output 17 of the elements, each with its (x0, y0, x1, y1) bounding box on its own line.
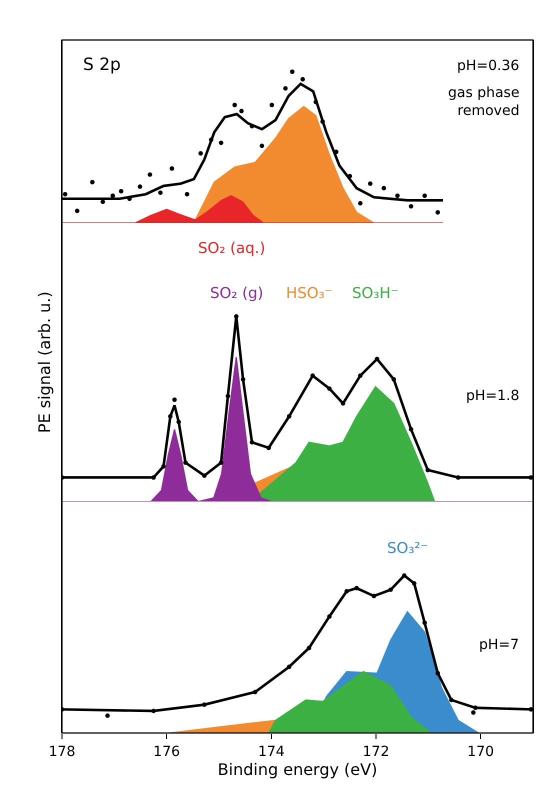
annotation: S 2p (83, 55, 121, 75)
x-tick-label: 174 (258, 744, 285, 760)
annotation: pH=7 (479, 637, 520, 653)
text: SO₂ (g) (210, 284, 264, 302)
text: HSO₃⁻ (286, 284, 333, 302)
text: SO₃H⁻ (352, 284, 399, 302)
text: SO₃²⁻ (387, 539, 428, 557)
annotation: pH=0.36 (457, 58, 520, 74)
x-tick-label: 176 (153, 744, 180, 760)
y-axis-title: PE signal (arb. u.) (34, 291, 54, 434)
x-tick-label: 170 (467, 744, 494, 760)
x-axis-title: Binding energy (eV) (218, 760, 378, 779)
x-tick-label: 178 (48, 744, 76, 760)
series-label: SO₂ (aq.) (198, 239, 266, 257)
annotation: gas phase removed (448, 85, 520, 120)
x-tick-label: 172 (362, 744, 390, 760)
annotation: pH=1.8 (466, 388, 520, 404)
